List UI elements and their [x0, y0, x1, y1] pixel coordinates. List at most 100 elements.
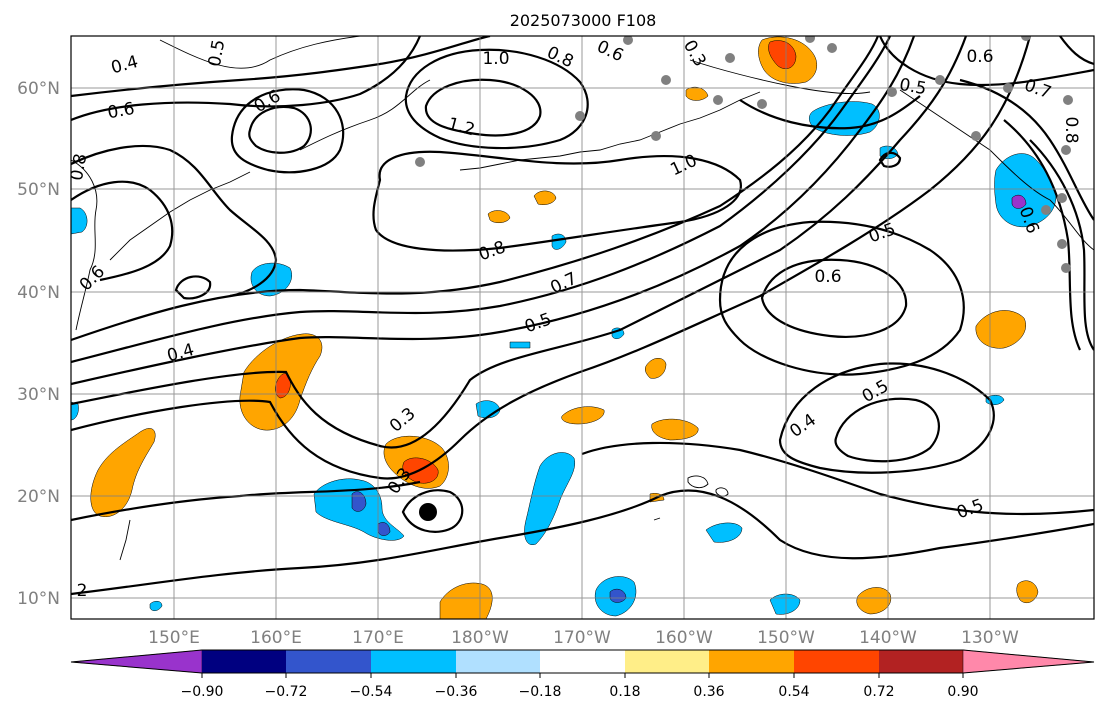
- station-dot: [415, 157, 425, 167]
- colorbar-tick-label: 0.90: [947, 684, 978, 700]
- lon-tick-label: 150°W: [757, 628, 815, 648]
- fill-orange: [975, 310, 1026, 349]
- fill-cyan: [509, 341, 531, 349]
- contour-line: [71, 36, 916, 386]
- contour-line: [248, 105, 312, 154]
- contour-lines: [71, 36, 1094, 596]
- map-title: 2025073000 F108: [510, 11, 657, 30]
- coastline: [459, 91, 761, 171]
- fill-purple: [1011, 194, 1027, 209]
- coastline: [899, 89, 1094, 251]
- colorbar-tick-marks: [201, 673, 964, 678]
- colorbar-tick-label: −0.90: [181, 684, 224, 700]
- colorbar-tick-label: −0.54: [350, 684, 393, 700]
- station-dot: [971, 131, 981, 141]
- contour-label: 1.0: [482, 49, 509, 69]
- fill-cyan: [994, 153, 1057, 228]
- shaded-fields: [71, 36, 1057, 619]
- lat-tick-label: 20°N: [17, 487, 60, 507]
- contour-line: [834, 397, 940, 463]
- storm-center-dot: [419, 503, 437, 521]
- contour-line: [1029, 139, 1094, 351]
- contour-line: [778, 362, 995, 474]
- contour-line: [404, 48, 589, 150]
- lon-tick-label: 180°W: [451, 628, 509, 648]
- coastline: [159, 36, 361, 69]
- fill-cyan: [551, 233, 567, 250]
- contour-label: 0.8: [1061, 116, 1081, 143]
- lon-tick-label: 150°E: [148, 628, 200, 648]
- coastline: [653, 517, 661, 521]
- station-dot: [661, 75, 671, 85]
- station-dot: [887, 87, 897, 97]
- colorbar-tick-label: −0.36: [435, 684, 478, 700]
- contour-line: [71, 144, 278, 298]
- map-panel: 0.4 0.5 0.6 0.6 1.0 0.8 0.6 0.3 0.6 0.7 …: [67, 35, 1095, 620]
- lon-tick-labels: 150°E 160°E 170°E 180°W 170°W 160°W 150°…: [148, 628, 1019, 648]
- lat-tick-label: 50°N: [17, 180, 60, 200]
- station-dot: [757, 99, 767, 109]
- colorbar-segment: [456, 650, 540, 673]
- station-dot: [1063, 95, 1073, 105]
- coastline: [687, 475, 709, 489]
- station-dot: [1057, 239, 1067, 249]
- contour-label: 0.8: [67, 152, 91, 182]
- contour-line: [71, 36, 1032, 480]
- station-dot: [651, 131, 661, 141]
- coastline: [109, 171, 251, 261]
- coastline: [715, 487, 729, 497]
- colorbar-extend-high: [962, 649, 1095, 674]
- coastline: [119, 519, 131, 561]
- contour-line: [71, 180, 174, 282]
- station-dot: [623, 36, 633, 45]
- contour-line: [959, 78, 1094, 221]
- contour-line: [424, 78, 542, 137]
- fill-orange: [1016, 580, 1039, 603]
- contour-label: 0.6: [106, 99, 136, 123]
- lon-tick-label: 160°E: [250, 628, 302, 648]
- colorbar-tick-label: −0.72: [265, 684, 308, 700]
- lon-tick-label: 130°W: [961, 628, 1019, 648]
- colorbar-segment: [709, 650, 794, 673]
- colorbar-segment: [286, 650, 371, 673]
- map-frame: [70, 35, 1095, 620]
- colorbar: −0.90 −0.72 −0.54 −0.36 −0.18 0.18 0.36 …: [70, 649, 1095, 700]
- lon-tick-label: 170°W: [553, 628, 611, 648]
- fill-cyan: [71, 207, 88, 235]
- lon-tick-label: 170°E: [352, 628, 404, 648]
- colorbar-tick-label: 0.72: [863, 684, 894, 700]
- fill-orange: [487, 210, 511, 223]
- contour-label: 0.6: [966, 47, 993, 67]
- colorbar-segment: [371, 650, 456, 673]
- contour-line: [71, 489, 1094, 596]
- lon-tick-label: 140°W: [859, 628, 917, 648]
- fill-cyan: [769, 593, 801, 615]
- station-dot: [1061, 145, 1071, 155]
- contour-label: 0.5: [205, 38, 229, 68]
- coastline: [71, 159, 98, 331]
- contour-line: [174, 275, 212, 300]
- colorbar-tick-label: −0.18: [519, 684, 562, 700]
- gridlines: [71, 36, 1094, 619]
- contour-line: [401, 489, 464, 533]
- contour-line: [739, 95, 921, 130]
- station-dot: [575, 111, 585, 121]
- station-dot: [805, 36, 815, 43]
- colorbar-tick-label: 0.54: [778, 684, 809, 700]
- lat-tick-label: 40°N: [17, 283, 60, 303]
- contour-line: [760, 258, 908, 338]
- fill-blue: [377, 522, 391, 536]
- contour-line: [581, 441, 1094, 516]
- lat-tick-label: 10°N: [17, 589, 60, 609]
- station-dot: [1061, 263, 1071, 273]
- contour-line: [1003, 119, 1081, 351]
- fill-cyan: [705, 522, 743, 543]
- contour-line: [1059, 36, 1094, 66]
- station-dot: [1057, 193, 1067, 203]
- station-dot: [713, 95, 723, 105]
- fill-blue: [351, 491, 367, 512]
- fill-orange: [644, 358, 667, 379]
- fill-orange: [856, 587, 892, 615]
- station-dot: [725, 53, 735, 63]
